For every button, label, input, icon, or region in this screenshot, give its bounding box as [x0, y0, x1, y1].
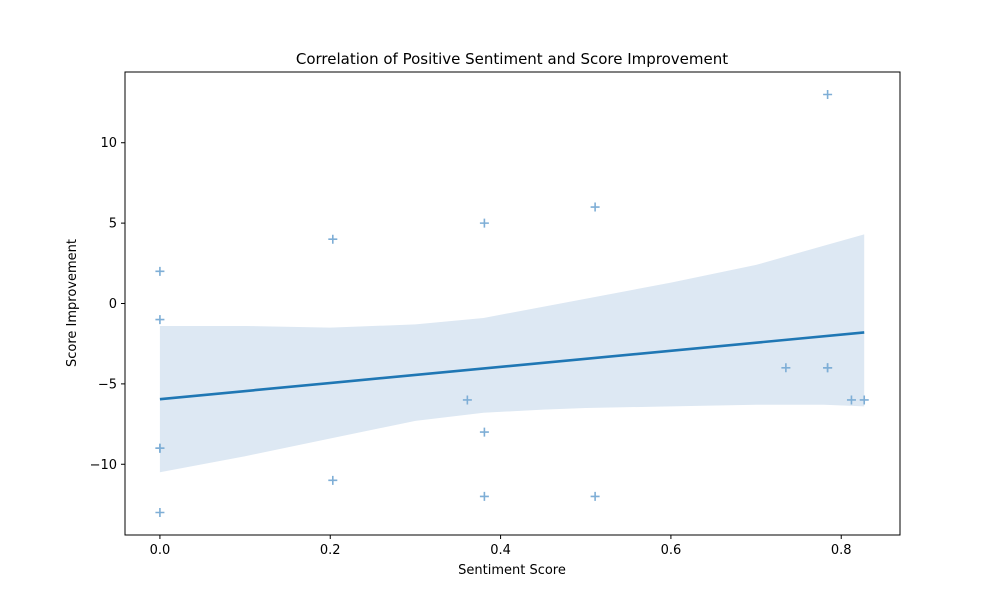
x-tick-label: 0.8	[831, 543, 852, 558]
data-point	[859, 395, 869, 405]
x-tick-label: 0.0	[150, 543, 171, 558]
y-tick-label: 10	[100, 136, 117, 151]
x-tick-label: 0.2	[320, 543, 341, 558]
data-point	[328, 475, 338, 485]
data-point	[479, 427, 489, 437]
y-tick-label: 5	[109, 217, 117, 232]
data-point	[155, 443, 165, 453]
data-point	[846, 395, 856, 405]
data-point	[479, 218, 489, 228]
data-point	[781, 363, 791, 373]
x-tick-label: 0.4	[490, 543, 511, 558]
x-axis-label: Sentiment Score	[458, 563, 566, 578]
y-tick-label: −10	[90, 458, 117, 473]
y-tick-label: 0	[109, 297, 117, 312]
data-point	[155, 315, 165, 325]
data-point	[590, 202, 600, 212]
y-tick-label: −5	[98, 377, 117, 392]
plot-area: 0.0 0.2 0.4 0.6 0.8 −10 −5 0 5 10	[90, 71, 901, 558]
x-tick-label: 0.6	[661, 543, 682, 558]
data-point	[328, 234, 338, 244]
regression-line	[159, 331, 865, 401]
data-point	[823, 90, 833, 100]
data-point	[155, 507, 165, 517]
data-point	[462, 395, 472, 405]
y-axis-label: Score Improvement	[65, 239, 80, 367]
data-point	[823, 363, 833, 373]
data-point	[155, 266, 165, 276]
data-point	[479, 491, 489, 501]
confidence-band	[159, 234, 865, 473]
chart-title: Correlation of Positive Sentiment and Sc…	[296, 50, 728, 68]
data-point	[590, 491, 600, 501]
